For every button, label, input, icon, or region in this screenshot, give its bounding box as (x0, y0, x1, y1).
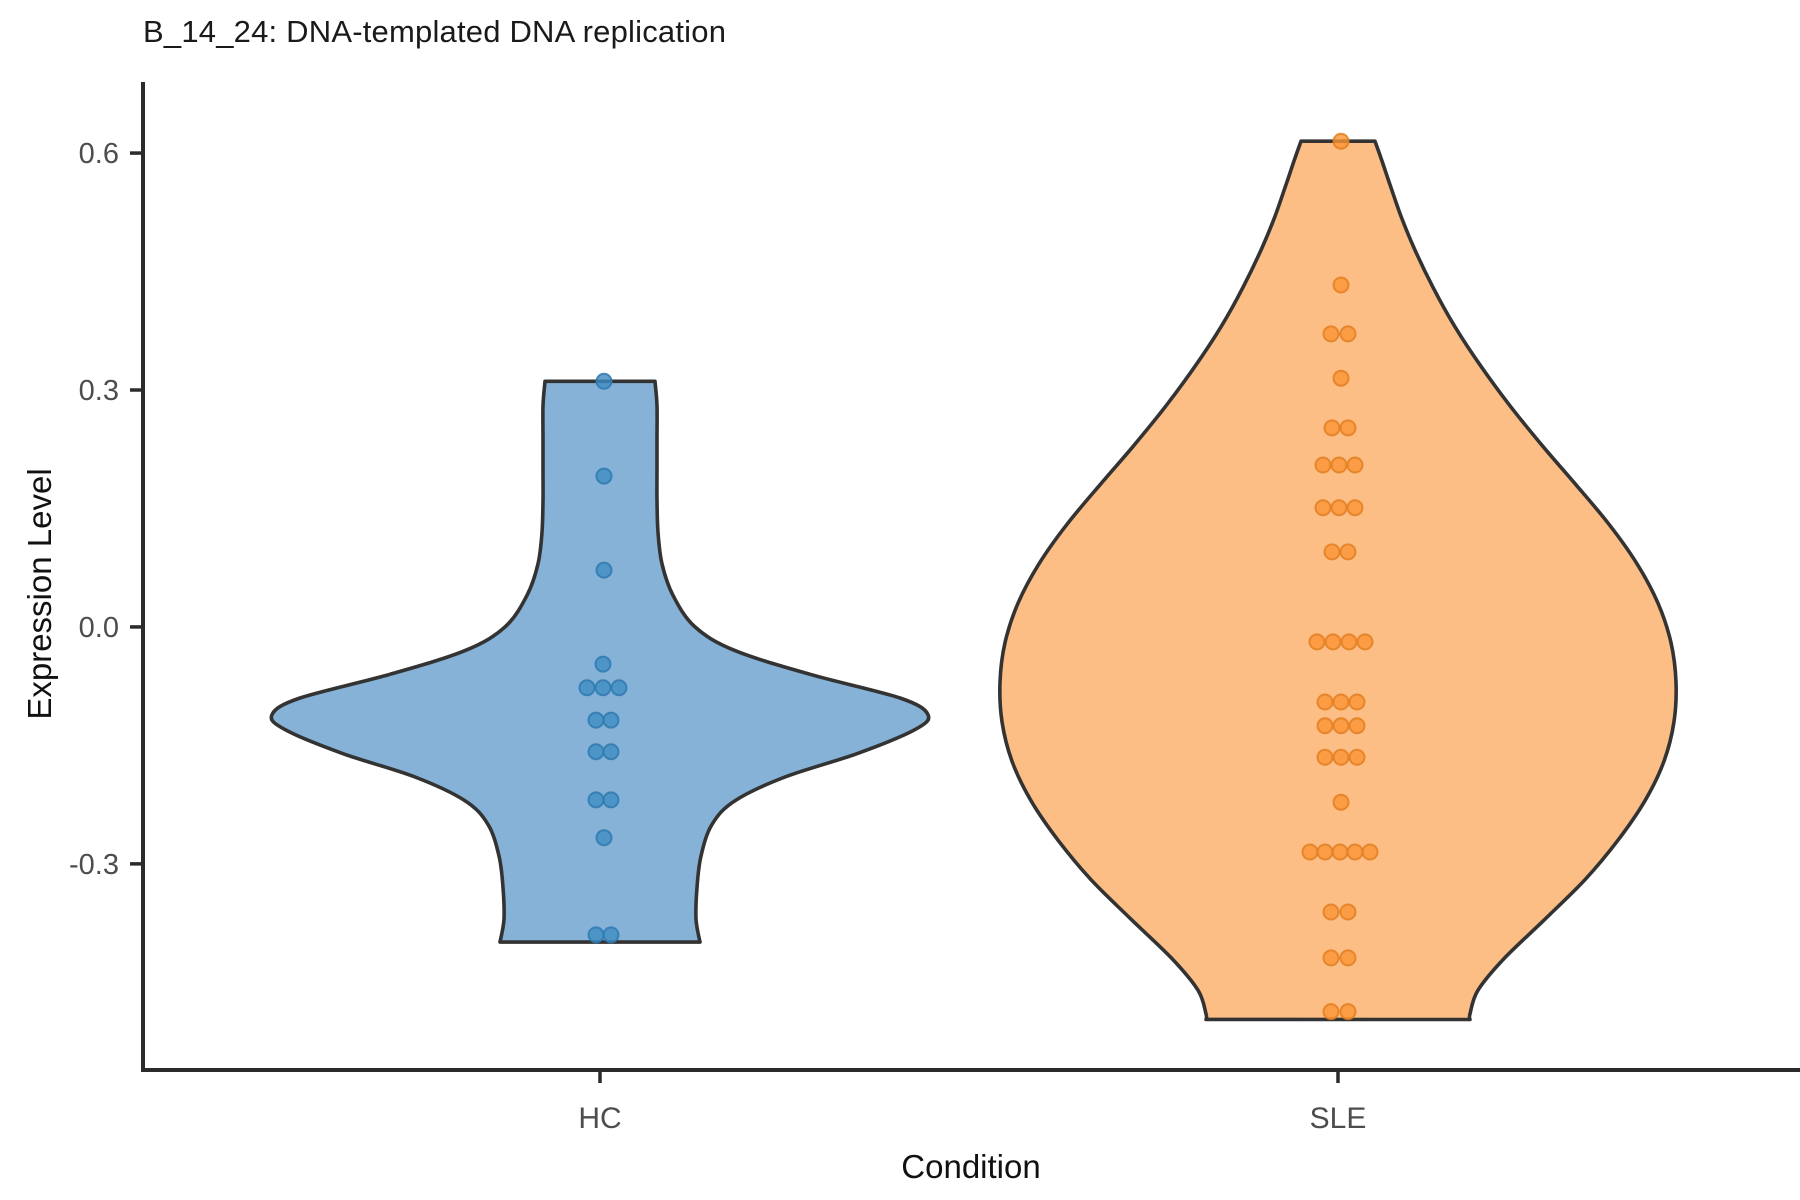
axis-lines (141, 82, 1800, 1072)
y-tick-label: 0.6 (79, 138, 119, 170)
data-point-sle (1322, 949, 1340, 967)
data-point-hc (602, 711, 620, 729)
data-point-sle (1332, 369, 1350, 387)
data-point-sle (1332, 276, 1350, 294)
data-point-sle (1332, 693, 1350, 711)
data-point-sle (1322, 1003, 1340, 1021)
data-point-sle (1330, 456, 1348, 474)
data-point-sle (1308, 633, 1326, 651)
data-point-sle (1324, 633, 1342, 651)
x-axis-title: Condition (901, 1148, 1041, 1185)
data-point-sle (1361, 843, 1379, 861)
data-point-sle (1322, 903, 1340, 921)
data-point-sle (1316, 843, 1334, 861)
data-point-sle (1348, 748, 1366, 766)
data-point-sle (1316, 693, 1334, 711)
data-point-hc (595, 467, 613, 485)
y-axis-title: Expression Level (21, 468, 58, 720)
data-point-sle (1346, 456, 1364, 474)
data-point-sle (1346, 843, 1364, 861)
data-point-sle (1301, 843, 1319, 861)
data-point-sle (1332, 793, 1350, 811)
data-point-hc (594, 655, 612, 673)
data-point-sle (1339, 903, 1357, 921)
data-point-sle (1340, 633, 1358, 651)
x-tick-label: SLE (1310, 1102, 1367, 1135)
data-point-sle (1348, 693, 1366, 711)
data-point-sle (1314, 499, 1332, 517)
data-point-hc (578, 679, 596, 697)
data-point-hc (610, 679, 628, 697)
data-point-sle (1339, 419, 1357, 437)
data-point-sle (1331, 843, 1349, 861)
data-point-hc (602, 743, 620, 761)
data-point-sle (1332, 132, 1350, 150)
data-point-sle (1322, 325, 1340, 343)
data-point-sle (1356, 633, 1374, 651)
data-point-sle (1316, 717, 1334, 735)
data-point-sle (1323, 543, 1341, 561)
data-point-sle (1339, 543, 1357, 561)
data-point-hc (594, 679, 612, 697)
y-tick-label: -0.3 (69, 849, 119, 881)
y-tick-label: 0.0 (79, 612, 119, 644)
data-point-sle (1314, 456, 1332, 474)
data-point-hc (587, 743, 605, 761)
x-tick-label: HC (578, 1102, 621, 1135)
data-point-hc (595, 829, 613, 847)
data-point-hc (602, 926, 620, 944)
data-point-sle (1339, 325, 1357, 343)
data-point-sle (1332, 748, 1350, 766)
data-point-sle (1346, 499, 1364, 517)
data-point-hc (595, 561, 613, 579)
data-point-hc (587, 711, 605, 729)
data-point-hc (595, 372, 613, 390)
data-point-sle (1330, 499, 1348, 517)
data-point-hc (587, 926, 605, 944)
data-point-hc (602, 791, 620, 809)
chart-title: B_14_24: DNA-templated DNA replication (143, 14, 727, 49)
y-tick-label: 0.3 (79, 375, 119, 407)
data-point-sle (1339, 949, 1357, 967)
data-point-sle (1323, 419, 1341, 437)
data-point-sle (1348, 717, 1366, 735)
data-point-sle (1316, 748, 1334, 766)
violin-sle (998, 139, 1678, 1022)
data-point-hc (587, 791, 605, 809)
data-point-sle (1332, 717, 1350, 735)
data-point-sle (1339, 1003, 1357, 1021)
